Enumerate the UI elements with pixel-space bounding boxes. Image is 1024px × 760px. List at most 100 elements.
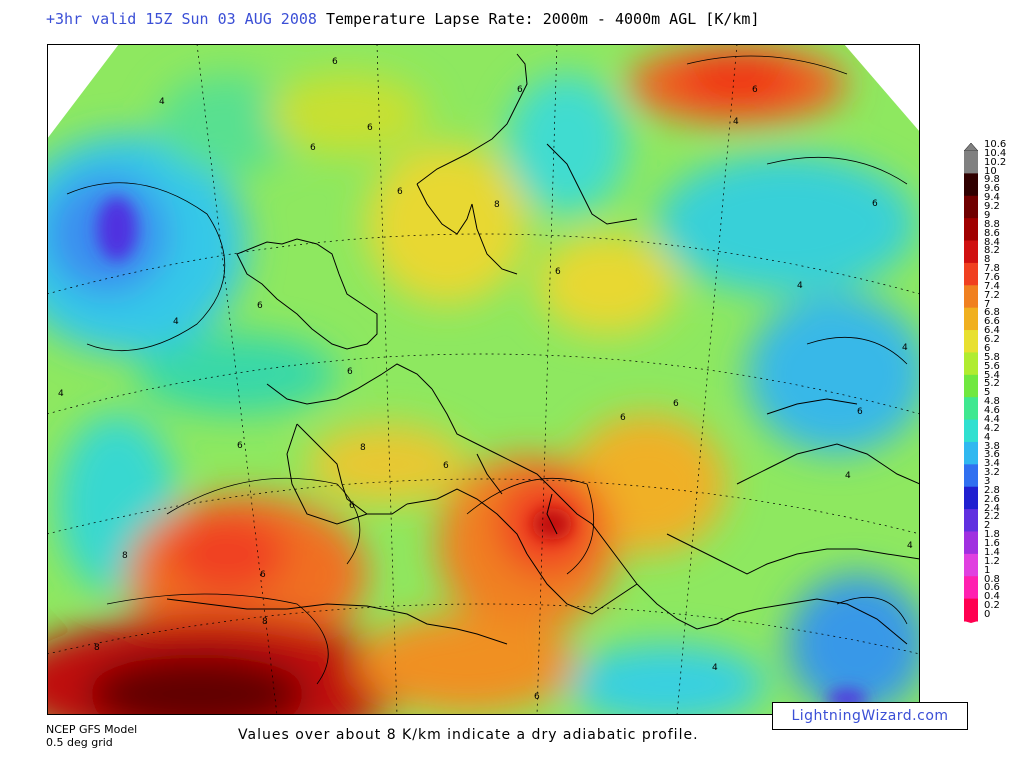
colorbar-swatch — [964, 553, 978, 577]
colorbar-tick-label: 4.6 — [984, 405, 1000, 417]
colorbar-tick-label: 8.4 — [984, 236, 1000, 248]
model-name: NCEP GFS Model — [46, 723, 138, 736]
colorbar-tick-label: 8.6 — [984, 227, 1000, 239]
site-link[interactable]: LightningWizard.com — [772, 702, 968, 730]
colorbar-tick-label: 3.6 — [984, 449, 1000, 461]
grid-resolution: 0.5 deg grid — [46, 736, 113, 749]
colorbar-tick-label: 8.8 — [984, 218, 1000, 230]
contour-label: 8 — [122, 551, 128, 561]
map-frame — [47, 44, 920, 715]
colorbar-tick-label: 3.2 — [984, 467, 1000, 479]
colorbar-tick-label: 0.6 — [984, 582, 1000, 594]
colorbar-max-arrow — [964, 143, 978, 152]
colorbar-tick-label: 1.2 — [984, 555, 1000, 567]
contour-label: 6 — [534, 692, 540, 702]
colorbar-swatch — [964, 262, 978, 286]
colorbar-tick-label: 2.2 — [984, 511, 1000, 523]
contour-label: 8 — [360, 443, 366, 453]
colorbar-swatch — [964, 352, 978, 376]
colorbar-swatch — [964, 598, 978, 622]
contour-label: 6 — [349, 501, 355, 511]
graticule — [47, 44, 920, 715]
colorbar-tick-label: 10.6 — [984, 139, 1007, 150]
contour-label: 4 — [845, 471, 851, 481]
contour-label: 6 — [752, 85, 758, 95]
lapse-rate-map: 4 6 6 6 6 4 6 6 8 6 4 6 6 4 4 4 6 6 6 6 … — [47, 44, 920, 715]
colorbar-tick-label: 5.6 — [984, 360, 1000, 372]
colorbar-tick-label: 7.8 — [984, 263, 1000, 275]
contour-label: 6 — [310, 143, 316, 153]
footer-note: Values over about 8 K/km indicate a dry … — [238, 727, 699, 743]
contour-label: 6 — [367, 123, 373, 133]
colorbar-swatch — [964, 509, 978, 532]
colorbar-tick-label: 0.8 — [984, 573, 1000, 585]
colorbar-tick-label: 7.2 — [984, 289, 1000, 301]
colorbar-swatch — [964, 464, 978, 488]
contour-label: 4 — [712, 663, 718, 673]
colorbar-tick-label: 6 — [984, 342, 991, 354]
colorbar-swatch — [964, 307, 978, 331]
colorbar-tick-label: 10.2 — [984, 156, 1007, 168]
colorbar-swatch — [964, 240, 978, 264]
colorbar-tick-label: 10 — [984, 165, 997, 177]
colorbar-tick-label: 5.2 — [984, 378, 1000, 390]
model-info: NCEP GFS Model 0.5 deg grid — [46, 723, 137, 749]
colorbar-tick-label: 0.4 — [984, 591, 1000, 603]
colorbar-swatch — [964, 374, 978, 398]
colorbar-tick-label: 3 — [984, 475, 991, 487]
colorbar-tick-label: 5.8 — [984, 351, 1000, 363]
contour-label: 6 — [347, 367, 353, 377]
colorbar-tick-label: 5 — [984, 387, 991, 399]
colorbar-tick-label: 2.8 — [984, 484, 1000, 496]
contour-label: 6 — [673, 399, 679, 409]
colorbar-swatch — [964, 419, 978, 443]
colorbar-tick-label: 6.4 — [984, 325, 1000, 337]
colorbar-tick-label: 9 — [984, 209, 991, 221]
colorbar-tick-label: 1 — [984, 564, 991, 576]
colorbar-swatch — [964, 285, 978, 309]
contour-label: 4 — [58, 389, 64, 399]
colorbar-tick-label: 0 — [984, 609, 991, 620]
contour-label: 6 — [555, 267, 561, 277]
colorbar-tick-label: 3.8 — [984, 440, 1000, 452]
colorbar — [964, 143, 978, 623]
colorbar-swatch — [964, 486, 978, 510]
colorbar-swatch — [964, 397, 978, 421]
colorbar-tick-label: 1.4 — [984, 546, 1000, 558]
colorbar-tick-label: 8.2 — [984, 245, 1000, 257]
colorbar-swatch — [964, 151, 978, 174]
colorbar-tick-label: 4 — [984, 431, 991, 443]
colorbar-tick-label: 7 — [984, 298, 991, 310]
colorbar-tick-label: 3.4 — [984, 458, 1000, 470]
colorbar-labels: 10.6 10.4 10.2 10 9.8 9.6 9.4 9.2 9 8.8 8.6 8.4 8.2 8… — [984, 140, 1024, 620]
lapse-rate-field — [47, 44, 920, 715]
colorbar-tick-label: 2.6 — [984, 493, 1000, 505]
colorbar-tick-label: 6.2 — [984, 334, 1000, 346]
contour-label: 4 — [173, 317, 179, 327]
contour-label: 6 — [872, 199, 878, 209]
colorbar-swatch — [964, 576, 978, 600]
valid-time-label: +3hr valid 15Z Sun 03 AUG 2008 — [46, 10, 317, 28]
colorbar-tick-label: 9.8 — [984, 174, 1000, 186]
colorbar-swatch — [964, 195, 978, 219]
colorbar-tick-label: 9.2 — [984, 201, 1000, 213]
contour-label: 6 — [237, 441, 243, 451]
colorbar-tick-label: 4.4 — [984, 413, 1000, 425]
map-title: Temperature Lapse Rate: 2000m - 4000m AG… — [326, 10, 760, 28]
contour-label: 6 — [517, 85, 523, 95]
lapse-rate-contours — [66, 55, 908, 685]
contour-label: 8 — [94, 643, 100, 653]
colorbar-tick-label: 2.4 — [984, 502, 1000, 514]
contour-label: 4 — [902, 343, 908, 353]
coastlines — [166, 53, 920, 645]
colorbar-tick-label: 9.6 — [984, 183, 1000, 195]
contour-labels: 4 6 6 6 6 4 6 6 8 6 4 6 6 4 4 4 6 6 6 6 … — [58, 57, 913, 702]
colorbar-tick-label: 10.4 — [984, 147, 1007, 159]
colorbar-tick-label: 5.4 — [984, 369, 1000, 381]
colorbar-tick-label: 4.8 — [984, 396, 1000, 408]
contour-label: 4 — [797, 281, 803, 291]
colorbar-tick-label: 1.8 — [984, 529, 1000, 541]
colorbar-swatch — [964, 441, 978, 465]
colorbar-tick-label: 4.2 — [984, 422, 1000, 434]
colorbar-swatch — [964, 173, 978, 197]
